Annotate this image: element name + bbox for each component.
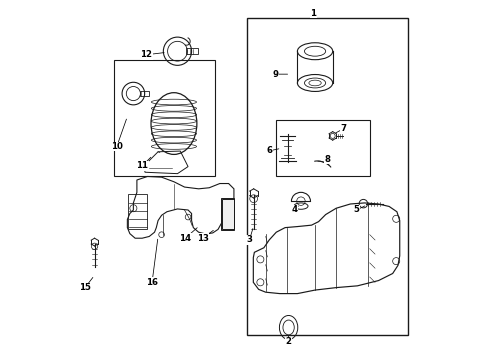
Text: 7: 7 [340, 124, 346, 133]
Text: 3: 3 [246, 235, 252, 244]
Text: 10: 10 [111, 142, 122, 151]
Text: 4: 4 [291, 206, 297, 215]
Bar [276, 120, 369, 176]
Bar [140, 91, 148, 96]
Text: 6: 6 [266, 146, 272, 155]
Text: 12: 12 [140, 50, 152, 59]
Text: 14: 14 [179, 234, 191, 243]
Text: 8: 8 [324, 155, 330, 164]
Text: 16: 16 [146, 278, 158, 287]
Bar [186, 48, 197, 54]
Text: 15: 15 [79, 283, 91, 292]
Bar [220, 198, 233, 230]
Text: 1: 1 [310, 9, 316, 18]
Text: 13: 13 [197, 234, 208, 243]
Bar [114, 60, 214, 176]
Text: 11: 11 [136, 161, 148, 170]
Text: 5: 5 [353, 206, 359, 215]
Text: 9: 9 [272, 70, 278, 79]
Text: 2: 2 [285, 337, 291, 346]
Bar [128, 194, 147, 229]
Bar [247, 18, 407, 335]
Bar [221, 199, 233, 229]
